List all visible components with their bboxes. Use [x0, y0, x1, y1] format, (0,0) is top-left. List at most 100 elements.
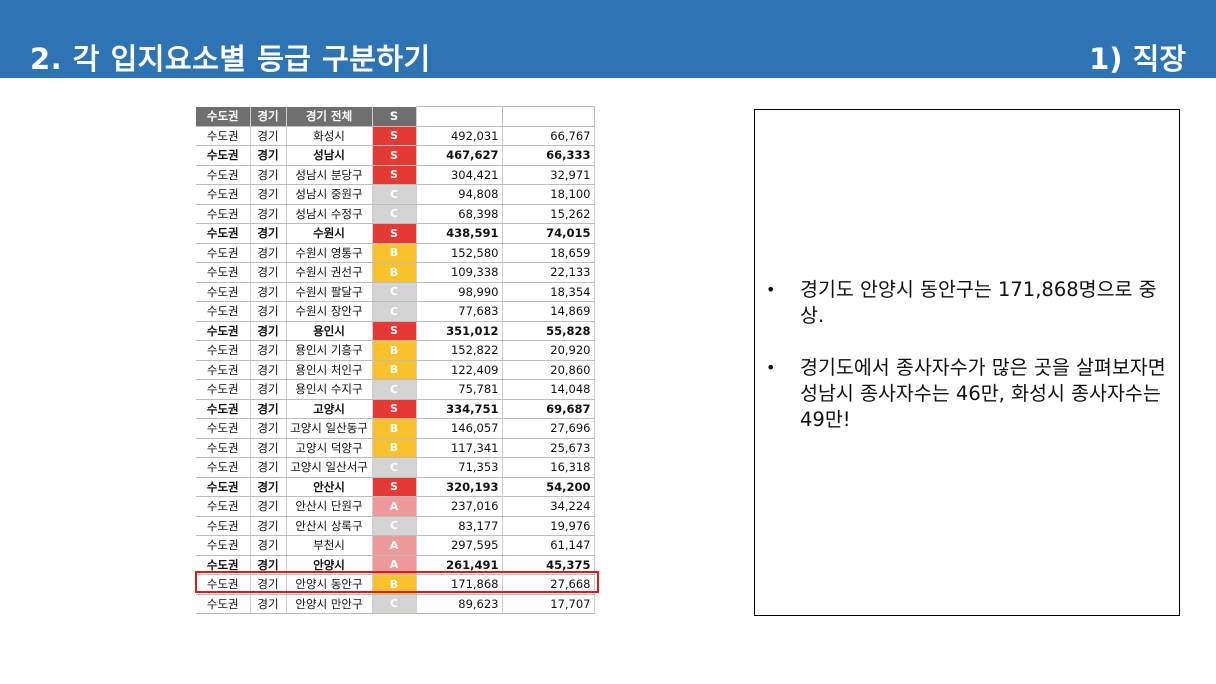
cell-region: 수도권: [196, 516, 251, 536]
cell-value-2: 66,767: [502, 126, 595, 146]
cell-province: 경기: [250, 418, 287, 439]
cell-city: 수원시 팔달구: [286, 282, 373, 302]
table-row: 수도권 경기 안양시 만안구 C 89,623 17,707: [196, 594, 595, 614]
cell-city: 수원시 권선구: [286, 262, 373, 283]
cell-province: 경기: [250, 574, 287, 595]
notes-box: [754, 109, 1180, 616]
cell-region: 수도권: [196, 457, 251, 478]
cell-region: 수도권: [196, 477, 251, 497]
table-row: 수도권 경기 고양시 일산서구 C 71,353 16,318: [196, 457, 595, 478]
cell-province: 경기: [250, 204, 287, 224]
cell-region: 수도권: [196, 360, 251, 380]
cell-value-1: 89,623: [416, 594, 503, 614]
cell-grade: C: [372, 282, 417, 302]
cell-province: 경기: [250, 496, 287, 517]
cell-value-1: 467,627: [416, 145, 503, 166]
cell-region: 수도권: [196, 574, 251, 595]
cell-grade: B: [372, 243, 417, 263]
cell-city: 용인시 처인구: [286, 360, 373, 380]
cell-grade: C: [372, 184, 417, 205]
cell-city: 고양시 일산서구: [286, 457, 373, 478]
cell-city: 용인시 수지구: [286, 379, 373, 400]
cell-value-2: 20,920: [502, 340, 595, 361]
cell-region: 수도권: [196, 399, 251, 419]
table-row: 수도권 경기 수원시 권선구 B 109,338 22,133: [196, 262, 595, 283]
cell-region: 수도권: [196, 243, 251, 263]
cell-value-1: 351,012: [416, 321, 503, 341]
cell-value-2: 17,707: [502, 594, 595, 614]
cell-province: 경기: [250, 379, 287, 400]
cell-grade: S: [372, 145, 417, 166]
table-row: 수도권 경기 수원시 S 438,591 74,015: [196, 223, 595, 244]
cell-province: 경기: [250, 126, 287, 146]
note-item: • 경기도에서 종사자수가 많은 곳을 살펴보자면 성남시 종사자수는 46만,…: [766, 355, 1176, 433]
cell-value-1: 152,580: [416, 243, 503, 263]
cell-grade: A: [372, 555, 417, 575]
cell-grade: B: [372, 340, 417, 361]
cell-grade: S: [372, 399, 417, 419]
table-row: 수도권 경기 성남시 분당구 S 304,421 32,971: [196, 165, 595, 185]
table-row: 수도권 경기 성남시 중원구 C 94,808 18,100: [196, 184, 595, 205]
cell-city: 수원시: [286, 223, 373, 244]
cell-value-2: 25,673: [502, 438, 595, 458]
cell-value-1: 237,016: [416, 496, 503, 517]
table-body: 수도권 경기 화성시 S 492,031 66,767 수도권 경기 성남시 S 467,627 66…: [196, 126, 595, 614]
cell-city: 고양시 일산동구: [286, 418, 373, 439]
cell-grade: B: [372, 438, 417, 458]
cell-grade: B: [372, 574, 417, 595]
cell-city: 안양시: [286, 555, 373, 575]
cell-value-1: 109,338: [416, 262, 503, 283]
cell-value-1: 304,421: [416, 165, 503, 185]
highlight-box: [195, 571, 599, 593]
cell-value-1: 320,193: [416, 477, 503, 497]
cell-region: 수도권: [196, 301, 251, 322]
cell-value-1: 171,868: [416, 574, 503, 595]
cell-region: 수도권: [196, 165, 251, 185]
cell-city: 성남시 분당구: [286, 165, 373, 185]
cell-value-2: 18,354: [502, 282, 595, 302]
cell-province: 경기: [250, 301, 287, 322]
table-row: 수도권 경기 화성시 S 492,031 66,767: [196, 126, 595, 146]
cell-value-2: 16,318: [502, 457, 595, 478]
cell-region: 수도권: [196, 204, 251, 224]
cell-province: 경기: [250, 223, 287, 244]
header-empty-2: [501, 106, 595, 127]
cell-grade: C: [372, 204, 417, 224]
cell-province: 경기: [250, 321, 287, 341]
cell-region: 수도권: [196, 594, 251, 614]
table-row: 수도권 경기 안양시 A 261,491 45,375: [196, 555, 595, 575]
table-row: 수도권 경기 용인시 처인구 B 122,409 20,860: [196, 360, 595, 380]
note-text: 경기도에서 종사자수가 많은 곳을 살펴보자면 성남시 종사자수는 46만, 화…: [800, 356, 1166, 431]
cell-grade: C: [372, 379, 417, 400]
cell-region: 수도권: [196, 379, 251, 400]
table-row: 수도권 경기 용인시 S 351,012 55,828: [196, 321, 595, 341]
cell-value-2: 27,668: [502, 574, 595, 595]
cell-province: 경기: [250, 438, 287, 458]
table-row: 수도권 경기 성남시 S 467,627 66,333: [196, 145, 595, 166]
cell-grade: S: [372, 223, 417, 244]
cell-region: 수도권: [196, 438, 251, 458]
cell-city: 성남시: [286, 145, 373, 166]
cell-value-2: 19,976: [502, 516, 595, 536]
cell-province: 경기: [250, 594, 287, 614]
cell-value-2: 27,696: [502, 418, 595, 439]
cell-grade: S: [372, 126, 417, 146]
cell-province: 경기: [250, 243, 287, 263]
cell-value-2: 34,224: [502, 496, 595, 517]
cell-province: 경기: [250, 282, 287, 302]
cell-grade: B: [372, 262, 417, 283]
cell-city: 수원시 영통구: [286, 243, 373, 263]
cell-value-2: 66,333: [502, 145, 595, 166]
cell-grade: A: [372, 535, 417, 556]
cell-value-1: 77,683: [416, 301, 503, 322]
cell-value-2: 20,860: [502, 360, 595, 380]
table-header-row: 수도권 경기 경기 전체 S: [196, 106, 595, 127]
header-empty-1: [415, 106, 503, 127]
section-label: 1) 직장: [1089, 42, 1186, 76]
cell-value-2: 14,048: [502, 379, 595, 400]
grade-table: 수도권 경기 경기 전체 S 수도권 경기 화성시 S 492,031 66,767 수도권…: [196, 106, 595, 614]
cell-value-1: 75,781: [416, 379, 503, 400]
cell-city: 화성시: [286, 126, 373, 146]
cell-city: 수원시 장안구: [286, 301, 373, 322]
note-text: 경기도 안양시 동안구는 171,868명으로 중상.: [800, 278, 1157, 327]
